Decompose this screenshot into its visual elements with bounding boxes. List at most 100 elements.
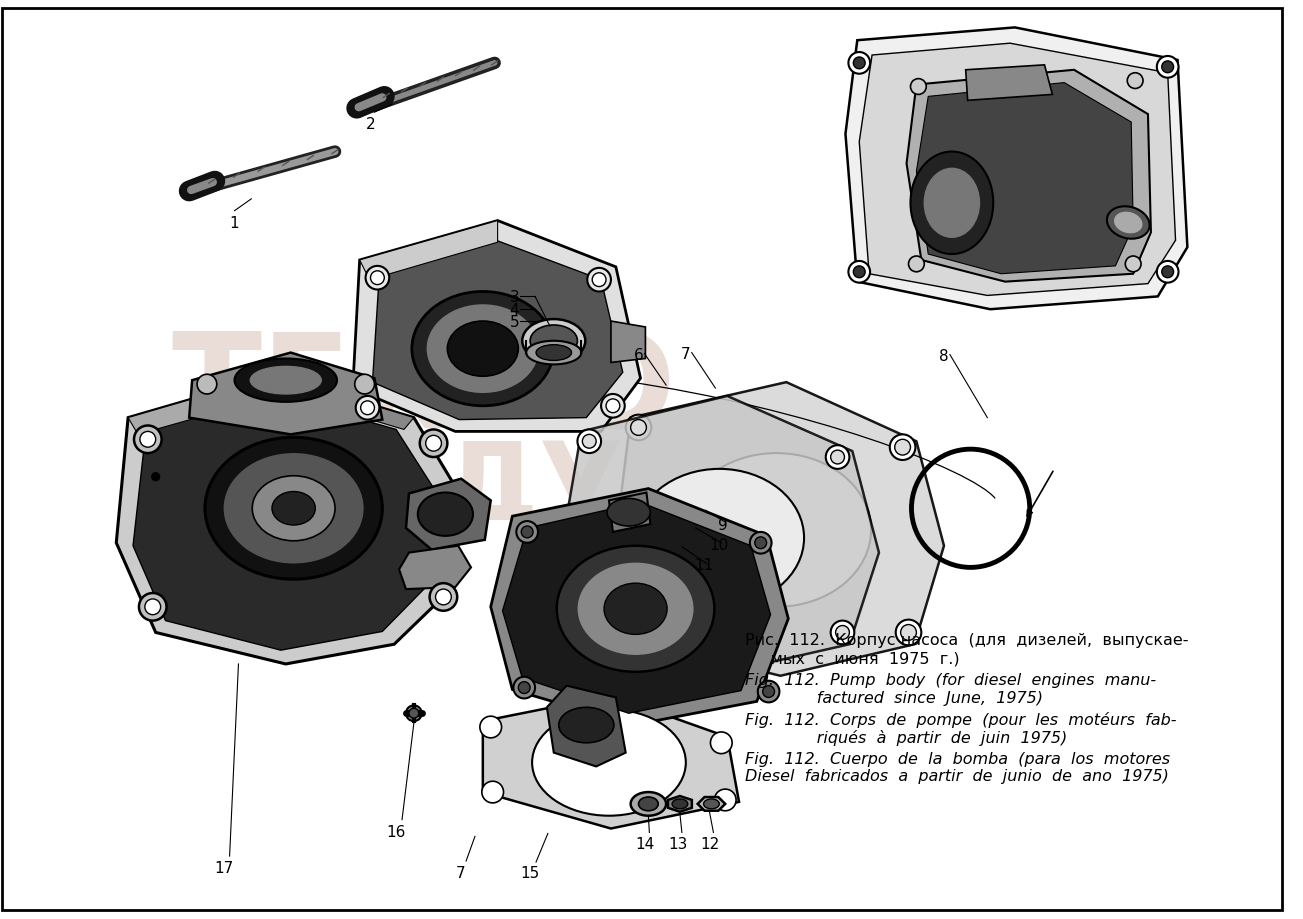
- Circle shape: [521, 527, 533, 539]
- Ellipse shape: [532, 709, 685, 816]
- Circle shape: [356, 396, 379, 420]
- Polygon shape: [189, 353, 382, 435]
- Text: 16: 16: [387, 823, 405, 839]
- Polygon shape: [116, 376, 461, 664]
- Text: Fig.  112.  Pump  body  (for  diesel  engines  manu-: Fig. 112. Pump body (for diesel engines …: [745, 672, 1156, 687]
- Ellipse shape: [579, 564, 693, 654]
- Text: ПРОДУКТ: ПРОДУКТ: [180, 437, 786, 542]
- Ellipse shape: [924, 169, 980, 238]
- Ellipse shape: [526, 341, 581, 365]
- Circle shape: [426, 436, 442, 451]
- Ellipse shape: [635, 470, 804, 607]
- Ellipse shape: [205, 437, 382, 580]
- Text: 5: 5: [509, 314, 520, 329]
- Text: riqués  à  partir  de  juin  1975): riqués à partir de juin 1975): [745, 729, 1067, 745]
- Polygon shape: [128, 376, 274, 435]
- Ellipse shape: [607, 499, 650, 527]
- Text: мых  с  июня  1975  г.): мых с июня 1975 г.): [745, 651, 959, 665]
- Ellipse shape: [272, 492, 315, 526]
- Circle shape: [577, 430, 601, 454]
- Circle shape: [480, 717, 502, 738]
- Circle shape: [835, 626, 850, 640]
- Circle shape: [581, 625, 605, 649]
- Circle shape: [601, 394, 624, 418]
- Text: 2: 2: [366, 117, 375, 132]
- Polygon shape: [503, 503, 770, 713]
- Text: 8: 8: [939, 348, 949, 363]
- Circle shape: [714, 789, 736, 811]
- Circle shape: [139, 432, 155, 448]
- Text: 11: 11: [694, 557, 713, 572]
- Text: 12: 12: [700, 836, 719, 852]
- Circle shape: [588, 268, 611, 292]
- Text: 7: 7: [681, 346, 691, 361]
- Ellipse shape: [911, 153, 993, 255]
- Polygon shape: [907, 71, 1151, 282]
- Polygon shape: [966, 66, 1053, 101]
- Ellipse shape: [1114, 213, 1141, 233]
- Circle shape: [139, 594, 167, 621]
- Circle shape: [629, 631, 655, 657]
- Polygon shape: [668, 796, 692, 811]
- Ellipse shape: [605, 584, 667, 635]
- Polygon shape: [916, 84, 1134, 275]
- Circle shape: [586, 630, 601, 643]
- Ellipse shape: [530, 325, 577, 357]
- Polygon shape: [846, 28, 1187, 310]
- Ellipse shape: [672, 800, 688, 809]
- Circle shape: [890, 435, 916, 460]
- Text: Diesel  fabricados  a  partir  de  junio  de  ano  1975): Diesel fabricados a partir de junio de a…: [745, 768, 1169, 784]
- Polygon shape: [353, 221, 641, 432]
- Polygon shape: [491, 489, 788, 725]
- Circle shape: [151, 473, 160, 482]
- Ellipse shape: [427, 306, 538, 392]
- Ellipse shape: [235, 359, 337, 403]
- Circle shape: [592, 274, 606, 288]
- Circle shape: [513, 677, 536, 698]
- Circle shape: [407, 706, 422, 721]
- Circle shape: [519, 682, 530, 694]
- Ellipse shape: [224, 455, 362, 562]
- Ellipse shape: [559, 708, 614, 743]
- Text: 14: 14: [636, 836, 655, 852]
- Ellipse shape: [556, 546, 714, 672]
- Polygon shape: [562, 396, 880, 674]
- Circle shape: [134, 426, 162, 454]
- Polygon shape: [407, 479, 491, 550]
- Circle shape: [848, 53, 870, 74]
- Polygon shape: [399, 546, 470, 589]
- Circle shape: [911, 80, 926, 96]
- Circle shape: [1127, 74, 1143, 89]
- Polygon shape: [483, 696, 739, 829]
- Ellipse shape: [418, 493, 473, 537]
- Text: 17: 17: [214, 860, 233, 875]
- Ellipse shape: [638, 797, 658, 811]
- Polygon shape: [133, 393, 442, 651]
- Ellipse shape: [1108, 207, 1149, 240]
- Ellipse shape: [704, 800, 719, 809]
- Text: 3: 3: [509, 289, 520, 304]
- Circle shape: [895, 620, 921, 645]
- Circle shape: [361, 402, 374, 415]
- Ellipse shape: [447, 322, 519, 377]
- Ellipse shape: [681, 454, 872, 607]
- Ellipse shape: [253, 476, 335, 541]
- Ellipse shape: [536, 346, 572, 361]
- Text: Fig.  112.  Corps  de  pompe  (pour  les  motéurs  fab-: Fig. 112. Corps de pompe (pour les motéu…: [745, 711, 1177, 728]
- Text: ТЕХНО: ТЕХНО: [171, 327, 676, 454]
- Polygon shape: [859, 44, 1175, 296]
- Circle shape: [606, 400, 620, 414]
- Circle shape: [831, 621, 855, 644]
- Circle shape: [754, 538, 766, 549]
- Polygon shape: [360, 221, 498, 280]
- Text: 6: 6: [633, 347, 644, 362]
- Circle shape: [635, 637, 650, 652]
- Circle shape: [409, 709, 418, 719]
- Text: Fig.  112.  Cuerpo  de  la  bomba  (para  los  motores: Fig. 112. Cuerpo de la bomba (para los m…: [745, 751, 1170, 766]
- Circle shape: [831, 450, 844, 464]
- Text: 15: 15: [520, 865, 539, 880]
- Polygon shape: [609, 493, 650, 532]
- Polygon shape: [373, 239, 623, 420]
- Text: 9: 9: [718, 517, 728, 532]
- Polygon shape: [611, 322, 645, 363]
